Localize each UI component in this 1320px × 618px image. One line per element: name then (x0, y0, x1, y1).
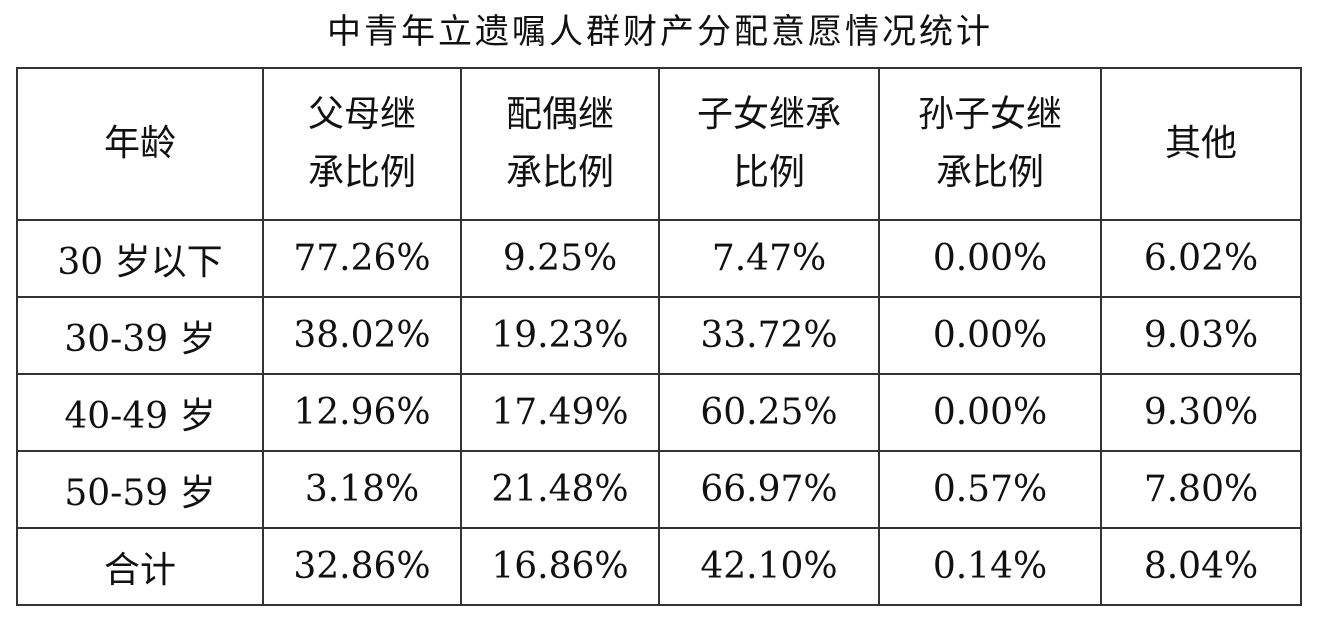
header-line: 比例 (732, 152, 805, 193)
table-cell: 38.02% (262, 296, 462, 375)
row-label: 30 岁以下 (16, 219, 264, 298)
table-row: 合计 32.86% 16.86% 42.10% 0.14% 8.04% (16, 527, 1302, 606)
table-cell: 0.57% (878, 450, 1102, 529)
header-line: 年龄 (103, 123, 176, 164)
header-line: 配偶继 (505, 94, 614, 135)
column-header: 配偶继 承比例 (460, 67, 660, 221)
table-row: 50-59 岁 3.18% 21.48% 66.97% 0.57% 7.80% (16, 450, 1302, 529)
row-label: 30-39 岁 (16, 296, 264, 375)
table-cell: 7.47% (658, 219, 880, 298)
table-cell: 66.97% (658, 450, 880, 529)
table-row: 30-39 岁 38.02% 19.23% 33.72% 0.00% 9.03% (16, 296, 1302, 375)
table-row: 40-49 岁 12.96% 17.49% 60.25% 0.00% 9.30% (16, 373, 1302, 452)
header-line: 承比例 (307, 152, 416, 193)
column-header: 子女继承 比例 (658, 67, 880, 221)
table-cell: 9.30% (1100, 373, 1302, 452)
column-header: 年龄 (16, 67, 264, 221)
table-cell: 33.72% (658, 296, 880, 375)
row-label: 50-59 岁 (16, 450, 264, 529)
statistics-table: 年龄 父母继 承比例 配偶继 承比例 子女继承 比例 孙子女继 承比例 其他 30 岁以下 77.26… (16, 67, 1302, 606)
table-cell: 16.86% (460, 527, 660, 606)
table-cell: 6.02% (1100, 219, 1302, 298)
header-row: 年龄 父母继 承比例 配偶继 承比例 子女继承 比例 孙子女继 承比例 其他 (16, 67, 1302, 221)
header-line: 子女继承 (696, 94, 841, 135)
table-cell: 42.10% (658, 527, 880, 606)
header-line: 孙子女继 (917, 94, 1062, 135)
table-cell: 12.96% (262, 373, 462, 452)
table-cell: 8.04% (1100, 527, 1302, 606)
table-cell: 3.18% (262, 450, 462, 529)
table-title: 中青年立遗嘱人群财产分配意愿情况统计 (327, 12, 993, 52)
column-header: 其他 (1100, 67, 1302, 221)
header-line: 其他 (1164, 123, 1237, 164)
table-cell: 0.00% (878, 296, 1102, 375)
table-cell: 21.48% (460, 450, 660, 529)
table-cell: 32.86% (262, 527, 462, 606)
table-cell: 17.49% (460, 373, 660, 452)
column-header: 孙子女继 承比例 (878, 67, 1102, 221)
header-line: 承比例 (505, 152, 614, 193)
table-cell: 9.25% (460, 219, 660, 298)
row-label: 合计 (16, 527, 264, 606)
table-cell: 9.03% (1100, 296, 1302, 375)
table-cell: 7.80% (1100, 450, 1302, 529)
column-header: 父母继 承比例 (262, 67, 462, 221)
table-cell: 0.00% (878, 219, 1102, 298)
header-line: 承比例 (935, 152, 1044, 193)
table-cell: 0.00% (878, 373, 1102, 452)
table-cell: 0.14% (878, 527, 1102, 606)
row-label: 40-49 岁 (16, 373, 264, 452)
table-cell: 19.23% (460, 296, 660, 375)
header-line: 父母继 (307, 94, 416, 135)
table-cell: 77.26% (262, 219, 462, 298)
table-cell: 60.25% (658, 373, 880, 452)
table-row: 30 岁以下 77.26% 9.25% 7.47% 0.00% 6.02% (16, 219, 1302, 298)
